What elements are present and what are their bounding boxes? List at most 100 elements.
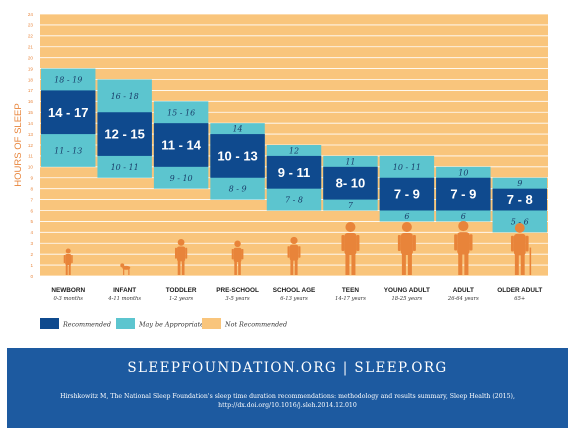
figure-left-leg <box>458 253 463 275</box>
y-tick-label: 5 <box>30 219 33 224</box>
y-axis-label: HOURS OF SLEEP <box>13 103 24 186</box>
figure-right-arm <box>469 234 473 251</box>
y-tick-label: 20 <box>28 55 34 60</box>
y-tick-label: 18 <box>28 77 34 82</box>
recommended-range-label: 9 - 11 <box>278 165 311 180</box>
footer-band: SLEEPFOUNDATION.ORG | SLEEP.ORG Hirshkow… <box>7 348 568 428</box>
legend-swatch <box>202 318 221 329</box>
sleep-bands <box>41 68 547 233</box>
figure-left-leg <box>345 254 350 275</box>
age-range: 4-11 months <box>107 296 141 302</box>
figure-right-arm <box>525 235 529 252</box>
infant-leg <box>128 268 130 275</box>
figure-right-arm <box>241 249 244 260</box>
age-group-name: NEWBORN <box>51 287 85 294</box>
recommended-bar <box>379 177 435 211</box>
figure-head <box>290 236 298 245</box>
legend-swatch <box>116 318 135 329</box>
figure-right-leg <box>68 264 71 275</box>
lower-appropriate-label: 10 - 11 <box>111 163 139 172</box>
recommended-bar <box>323 166 378 200</box>
figure-right-leg <box>294 259 298 275</box>
y-tick-label: 19 <box>28 66 34 71</box>
age-group-name: TEEN <box>342 287 359 294</box>
y-tick-label: 7 <box>30 197 33 202</box>
figure-left-leg <box>401 254 406 275</box>
y-tick-label: 3 <box>30 241 33 246</box>
legend-label: May be Appropriate <box>138 321 204 329</box>
crawling-infant-icon <box>120 263 131 275</box>
y-tick-label: 6 <box>30 208 33 213</box>
figure-torso <box>233 247 242 262</box>
figure-right-arm <box>71 255 73 263</box>
figure-right-arm <box>412 235 416 251</box>
lower-appropriate-label: 5 - 6 <box>511 217 529 226</box>
age-range: 0-3 months <box>53 296 83 302</box>
figure-torso <box>400 233 413 255</box>
y-tick-label: 9 <box>30 176 33 181</box>
figure-torso <box>344 233 357 255</box>
figure-left-arm <box>174 247 178 259</box>
recommended-range-label: 7 - 9 <box>450 187 476 202</box>
figure-torso <box>65 254 72 265</box>
figure-left-arm <box>510 235 514 252</box>
lower-appropriate-label: 6 <box>404 212 409 221</box>
age-range: 65+ <box>514 296 525 302</box>
age-range: 18-25 years <box>391 296 422 302</box>
figure-right-leg <box>464 253 469 275</box>
teen-icon <box>341 222 360 275</box>
age-range: 1-2 years <box>169 296 194 302</box>
young-adult-icon <box>397 222 416 275</box>
lower-appropriate-label: 7 - 8 <box>285 196 303 205</box>
lower-appropriate-label: 8 - 9 <box>229 185 247 194</box>
figure-right-arm <box>185 247 188 259</box>
recommended-bar <box>97 112 152 156</box>
recommended-range-label: 7 - 9 <box>394 187 420 202</box>
figure-torso <box>177 246 186 262</box>
y-tick-label: 17 <box>28 88 34 93</box>
lower-appropriate-label: 7 <box>348 201 354 210</box>
figure-left-arm <box>454 234 458 251</box>
age-group-name: TODDLER <box>166 287 197 294</box>
figure-head <box>401 222 412 232</box>
age-group-name: SCHOOL AGE <box>273 287 316 294</box>
upper-appropriate-label: 10 - 11 <box>393 163 421 172</box>
y-tick-label: 10 <box>28 165 34 170</box>
sleep-duration-chart: 14 - 17 18 - 19 11 - 13 12 - 15 16 - 18 10 - … <box>13 12 548 329</box>
lower-appropriate-label: 6 <box>461 212 466 221</box>
y-tick-label: 8 <box>30 186 33 191</box>
recommended-bar <box>153 123 209 167</box>
figure-left-leg <box>514 254 519 275</box>
upper-appropriate-label: 10 <box>458 168 468 177</box>
upper-appropriate-label: 14 <box>232 125 242 134</box>
y-tick-label: 11 <box>28 154 33 159</box>
age-range: 26-64 years <box>447 296 479 302</box>
recommended-range-label: 7 - 8 <box>507 192 533 207</box>
age-group-name: PRE-SCHOOL <box>216 287 259 294</box>
y-tick-label: 4 <box>30 230 33 235</box>
figure-right-leg <box>520 254 525 275</box>
infant-arm <box>123 268 125 275</box>
preschooler-icon <box>231 240 244 275</box>
figure-right-leg <box>351 254 356 275</box>
y-tick-label: 23 <box>28 23 34 28</box>
figure-left-arm <box>63 255 66 263</box>
age-range: 6-13 years <box>280 296 308 302</box>
y-tick-label: 13 <box>28 132 34 137</box>
recommended-range-label: 11 - 14 <box>161 138 202 153</box>
upper-appropriate-label: 18 - 19 <box>54 76 82 85</box>
age-range: 3-5 years <box>225 296 250 302</box>
y-tick-label: 1 <box>30 263 33 268</box>
age-figures <box>63 220 532 275</box>
figure-left-leg <box>290 259 294 275</box>
figure-left-arm <box>287 246 290 258</box>
recommended-bar <box>436 177 491 211</box>
upper-appropriate-label: 15 - 16 <box>167 108 195 117</box>
lower-appropriate-label: 11 - 13 <box>54 146 82 155</box>
figure-head <box>345 222 356 232</box>
figure-torso <box>289 244 299 261</box>
figure-right-leg <box>181 260 185 275</box>
adult-icon <box>454 220 473 275</box>
figure-head <box>514 223 525 233</box>
